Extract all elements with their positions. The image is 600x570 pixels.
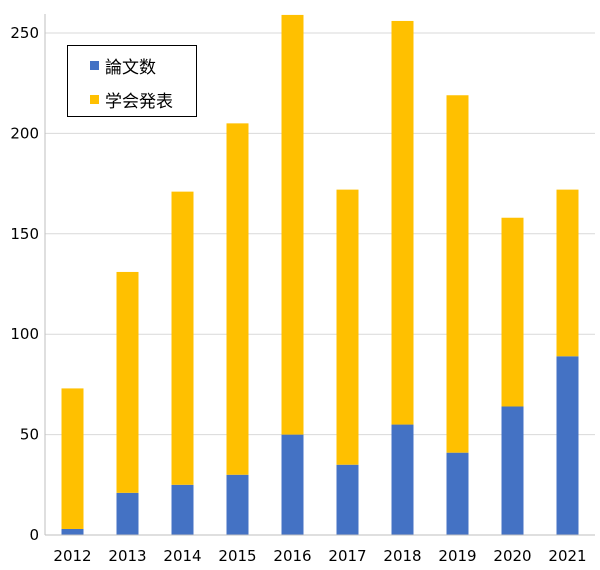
x-tick-label: 2015 [218, 547, 256, 565]
x-tick-label: 2017 [328, 547, 366, 565]
legend-swatch-presentations [90, 95, 99, 104]
x-tick-label: 2012 [53, 547, 91, 565]
legend: 論文数 学会発表 [67, 45, 197, 117]
x-tick-label: 2014 [163, 547, 201, 565]
bar-presentations-2013 [116, 271, 139, 493]
bar-presentations-2019 [446, 95, 469, 453]
bar-papers-2016 [281, 434, 304, 535]
x-tick-label: 2019 [438, 547, 476, 565]
bar-presentations-2012 [61, 388, 84, 529]
bar-presentations-2015 [226, 123, 249, 475]
bar-presentations-2016 [281, 14, 304, 435]
bar-papers-2020 [501, 406, 524, 535]
bar-presentations-2021 [556, 189, 579, 357]
legend-item-papers: 論文数 [90, 53, 156, 78]
y-tick-label: 250 [10, 24, 39, 42]
legend-label-papers: 論文数 [105, 58, 156, 78]
x-tick-label: 2018 [383, 547, 421, 565]
bar-papers-2017 [336, 464, 359, 535]
legend-swatch-papers [90, 61, 99, 70]
bar-presentations-2014 [171, 191, 194, 485]
x-tick-label: 2020 [493, 547, 531, 565]
legend-label-presentations: 学会発表 [105, 92, 173, 112]
x-tick-label: 2021 [548, 547, 586, 565]
x-tick-label: 2013 [108, 547, 146, 565]
bar-papers-2013 [116, 492, 139, 535]
bar-papers-2012 [61, 528, 84, 535]
bar-presentations-2020 [501, 217, 524, 407]
y-tick-label: 150 [10, 225, 39, 243]
legend-item-presentations: 学会発表 [90, 87, 173, 112]
x-tick-label: 2016 [273, 547, 311, 565]
y-tick-label: 100 [10, 325, 39, 343]
bars [61, 14, 579, 535]
y-tick-label: 50 [20, 426, 39, 444]
bar-papers-2014 [171, 484, 194, 535]
bar-papers-2021 [556, 356, 579, 535]
bar-presentations-2018 [391, 20, 414, 425]
bar-presentations-2017 [336, 189, 359, 465]
y-tick-label: 200 [10, 124, 39, 142]
bar-papers-2015 [226, 474, 249, 535]
bar-papers-2018 [391, 424, 414, 535]
bar-papers-2019 [446, 452, 469, 535]
y-tick-label: 0 [29, 526, 39, 544]
x-axis-tick-labels: 2012 2013 2014 2015 2016 2017 2018 2019 2020 2021 [53, 547, 586, 565]
y-axis-tick-labels: 0 50 100 150 200 250 [10, 24, 39, 544]
